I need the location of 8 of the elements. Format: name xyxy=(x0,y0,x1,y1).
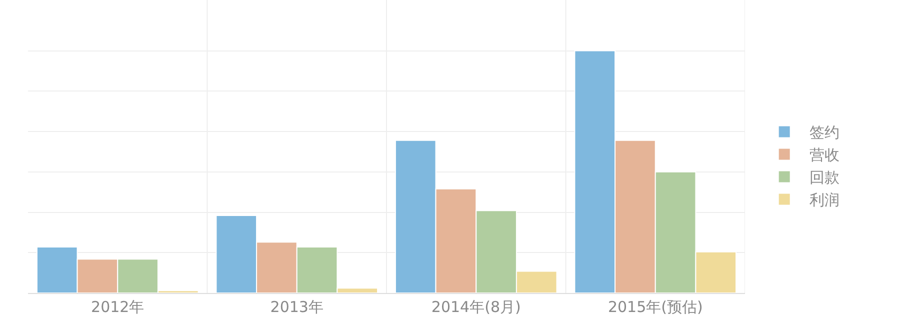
x-tick-label: 2015年(预估) xyxy=(608,298,703,316)
x-tick-label: 2014年(8月) xyxy=(431,298,521,316)
legend-label: 营收 xyxy=(809,146,840,164)
x-tick-label: 2012年 xyxy=(91,298,144,316)
legend-label: 利润 xyxy=(809,191,840,210)
legend-label: 签约 xyxy=(809,124,840,142)
x-tick-label: 2013年 xyxy=(270,298,324,316)
legend-label: 回款 xyxy=(809,168,840,187)
